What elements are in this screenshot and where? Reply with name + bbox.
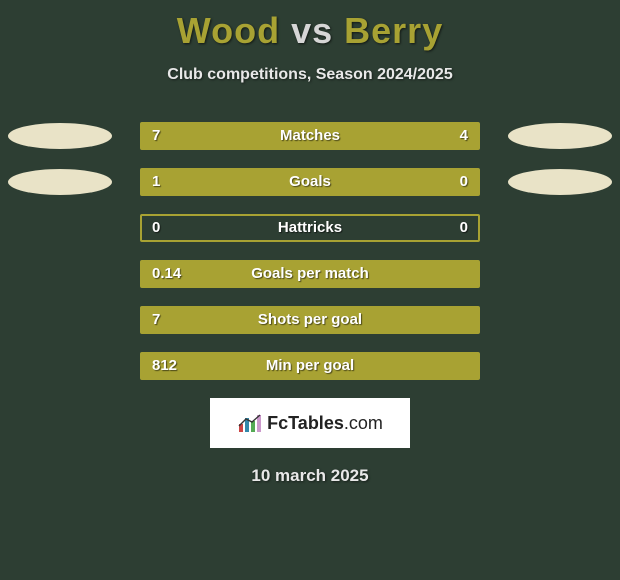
- stat-row: Min per goal812: [0, 352, 620, 380]
- stat-value-right: 0: [460, 216, 468, 242]
- stat-value-left: 0: [152, 216, 160, 242]
- stat-value-left: 7: [152, 124, 160, 150]
- stat-bar: Matches7 4: [140, 122, 480, 150]
- player1-badge: [8, 169, 112, 195]
- stat-value-right: 4: [460, 124, 468, 150]
- date-text: 10 march 2025: [0, 466, 620, 486]
- stat-bar: Hattricks0 0: [140, 214, 480, 242]
- stat-bar: Goals per match0.14: [140, 260, 480, 288]
- logo-tld: .com: [344, 413, 383, 433]
- chart-icon: [237, 412, 263, 434]
- player2-badge: [508, 123, 612, 149]
- player1-badge: [8, 123, 112, 149]
- logo-brand: FcTables: [267, 413, 344, 433]
- subtitle: Club competitions, Season 2024/2025: [0, 66, 620, 84]
- player1-name: Wood: [177, 10, 280, 51]
- stat-label: Shots per goal: [142, 308, 478, 334]
- stat-label: Matches: [142, 124, 478, 150]
- stat-label: Min per goal: [142, 354, 478, 380]
- vs-text: vs: [291, 10, 333, 51]
- stat-bar: Goals1 0: [140, 168, 480, 196]
- stat-row: Goals1 0: [0, 168, 620, 196]
- player2-name: Berry: [344, 10, 443, 51]
- logo-text: FcTables.com: [267, 413, 383, 434]
- stat-value-right: 0: [460, 170, 468, 196]
- comparison-chart: Matches74Goals10Hattricks00Goals per mat…: [0, 122, 620, 380]
- stat-row: Goals per match0.14: [0, 260, 620, 288]
- stat-bar: Min per goal812: [140, 352, 480, 380]
- comparison-title: Wood vs Berry: [0, 0, 620, 52]
- stat-value-left: 1: [152, 170, 160, 196]
- stat-value-left: 0.14: [152, 262, 181, 288]
- stat-label: Hattricks: [142, 216, 478, 242]
- fctables-logo: FcTables.com: [210, 398, 410, 448]
- stat-label: Goals per match: [142, 262, 478, 288]
- stat-value-left: 812: [152, 354, 177, 380]
- stat-row: Shots per goal7: [0, 306, 620, 334]
- stat-row: Matches7 4: [0, 122, 620, 150]
- player2-badge: [508, 169, 612, 195]
- stat-row: Hattricks0 0: [0, 214, 620, 242]
- stat-value-left: 7: [152, 308, 160, 334]
- stat-label: Goals: [142, 170, 478, 196]
- stat-bar: Shots per goal7: [140, 306, 480, 334]
